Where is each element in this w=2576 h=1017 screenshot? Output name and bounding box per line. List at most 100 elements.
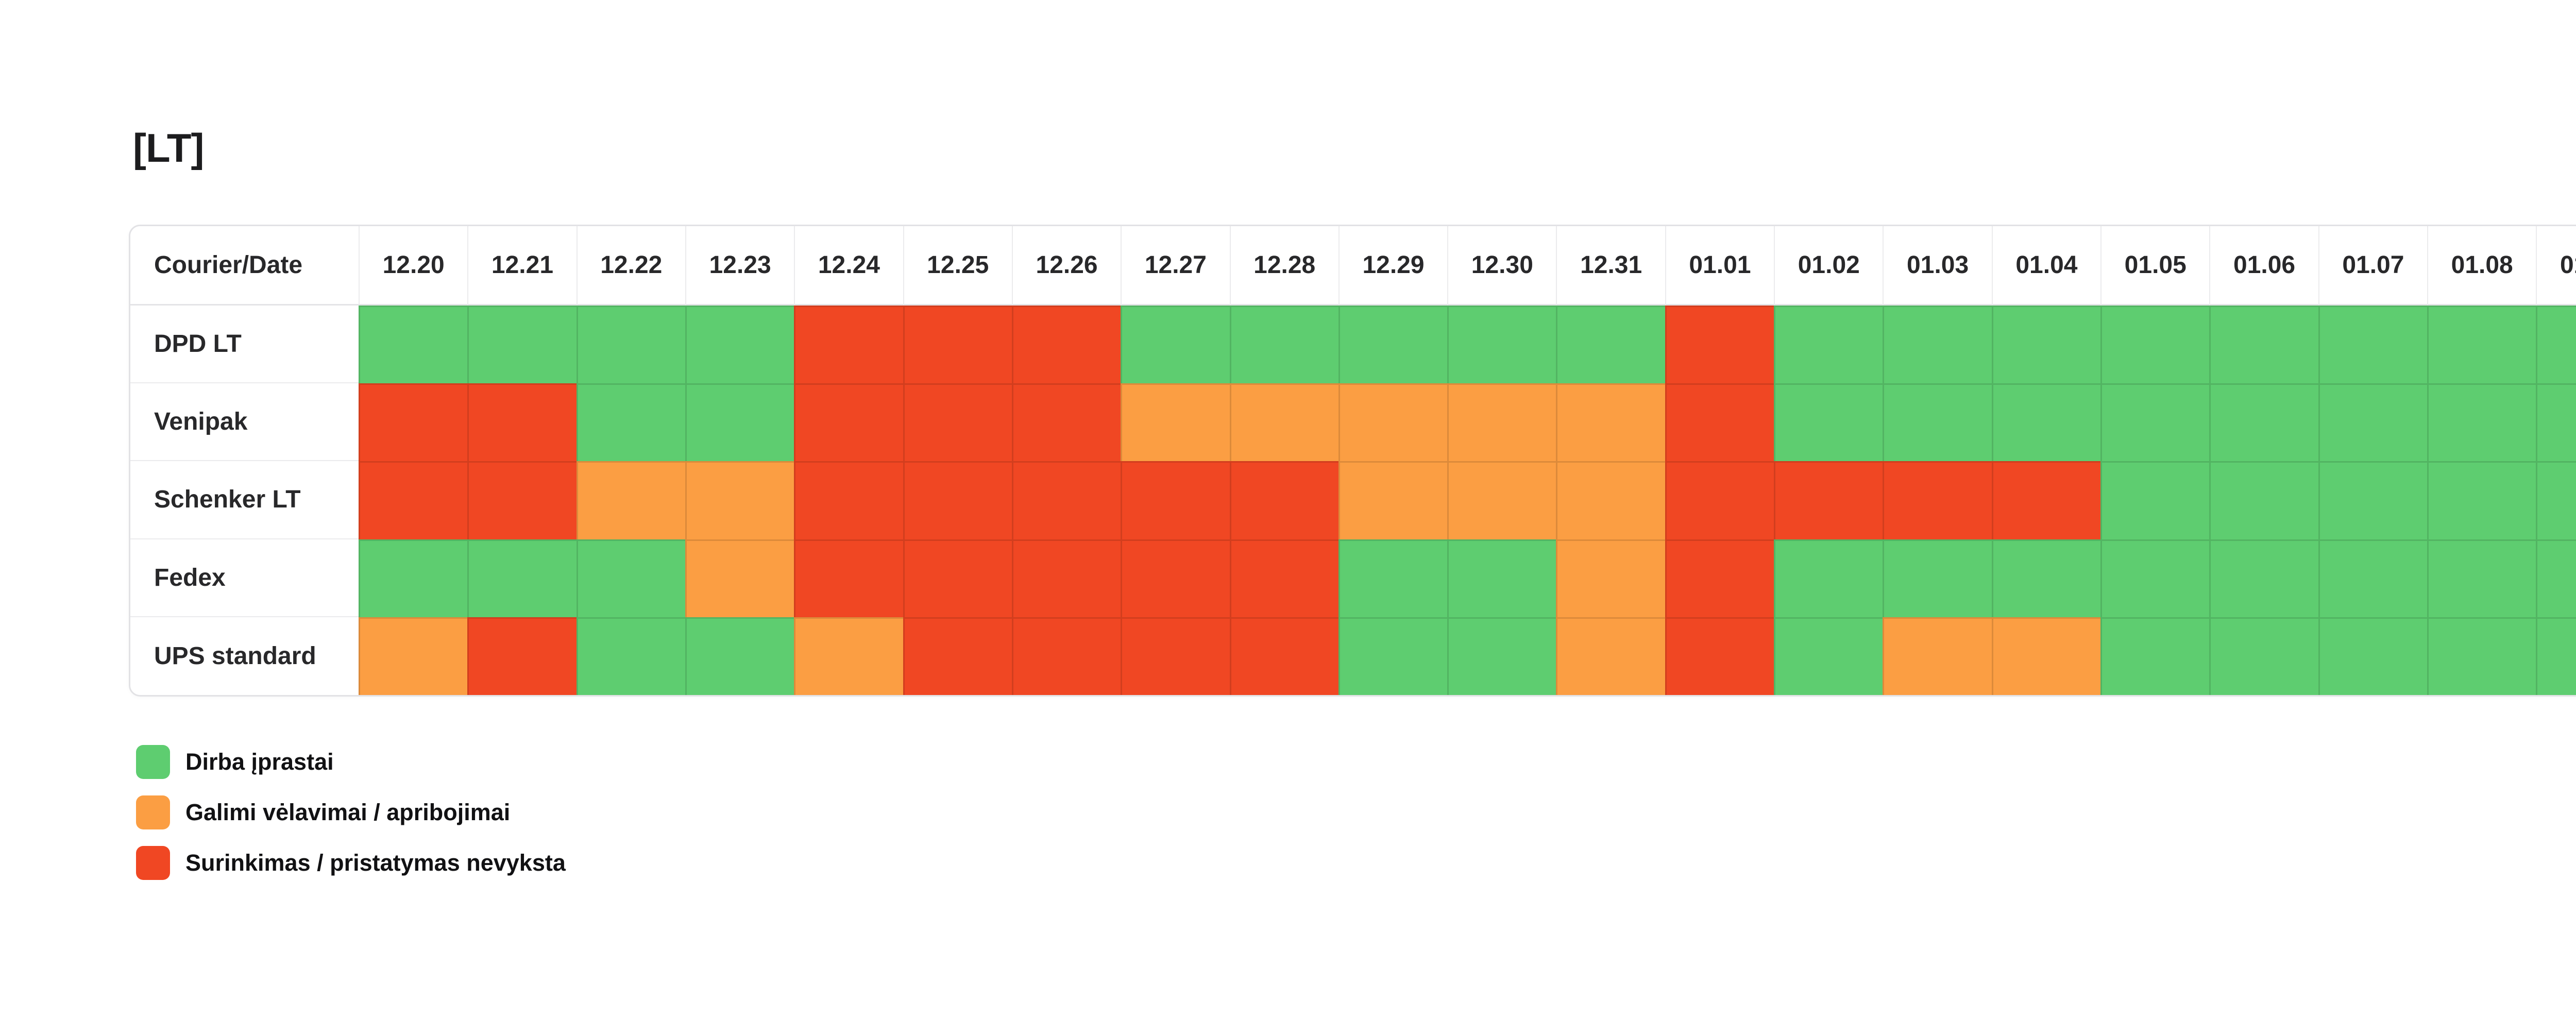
status-cell — [2100, 461, 2210, 539]
status-cell — [685, 306, 794, 384]
status-cell — [2536, 306, 2576, 384]
status-cell — [1229, 539, 1338, 617]
status-cell — [1774, 306, 1883, 384]
legend-item-normal: Dirba įprastai — [136, 745, 566, 779]
status-cell — [2427, 617, 2536, 695]
status-cell — [2209, 383, 2318, 462]
corner-header-cell: Courier/Date — [130, 226, 359, 306]
status-cell — [1556, 383, 1665, 462]
status-cell — [1991, 383, 2101, 462]
status-cell — [576, 539, 685, 617]
status-cell — [576, 617, 685, 695]
status-cell — [1121, 539, 1230, 617]
status-cell — [576, 306, 685, 384]
status-cell — [1883, 617, 1992, 695]
status-cell — [903, 306, 1012, 384]
date-header-cell: 01.04 — [1991, 226, 2101, 306]
status-cell — [1447, 383, 1556, 462]
status-cell — [2209, 617, 2318, 695]
green-swatch-icon — [136, 745, 170, 779]
status-cell — [685, 617, 794, 695]
status-cell — [1121, 383, 1230, 462]
status-cell — [903, 461, 1012, 539]
status-cell — [467, 461, 577, 539]
date-header-cell: 01.02 — [1774, 226, 1883, 306]
status-cell — [1338, 461, 1448, 539]
date-header-cell: 12.27 — [1121, 226, 1230, 306]
courier-cell: Venipak — [130, 383, 359, 462]
date-header-cell: 01.03 — [1883, 226, 1992, 306]
status-cell — [1556, 306, 1665, 384]
status-cell — [1121, 461, 1230, 539]
status-cell — [1665, 539, 1774, 617]
status-cell — [1665, 461, 1774, 539]
status-cell — [467, 306, 577, 384]
courier-cell: Schenker LT — [130, 461, 359, 539]
date-header-cell: 12.20 — [359, 226, 468, 306]
date-header-cell: 12.30 — [1447, 226, 1556, 306]
status-cell — [1229, 383, 1338, 462]
status-cell — [1338, 539, 1448, 617]
status-cell — [903, 617, 1012, 695]
page-title: [LT] — [133, 125, 204, 171]
status-cell — [1665, 383, 1774, 462]
date-header-cell: 12.31 — [1556, 226, 1665, 306]
status-cell — [1011, 539, 1121, 617]
status-cell — [903, 539, 1012, 617]
status-cell — [794, 617, 903, 695]
status-cell — [467, 539, 577, 617]
status-cell — [1665, 617, 1774, 695]
status-cell — [794, 383, 903, 462]
status-cell — [2318, 383, 2428, 462]
status-cell — [359, 461, 468, 539]
legend-label: Surinkimas / pristatymas nevyksta — [185, 850, 566, 876]
status-cell — [2209, 461, 2318, 539]
status-cell — [2536, 617, 2576, 695]
status-cell — [1665, 306, 1774, 384]
status-cell — [1011, 383, 1121, 462]
status-cell — [1556, 617, 1665, 695]
status-cell — [794, 461, 903, 539]
date-header-cell: 12.23 — [685, 226, 794, 306]
status-cell — [1883, 539, 1992, 617]
courier-status-table: Courier/Date 12.20 12.21 12.22 12.23 12.24 12.… — [129, 225, 2576, 697]
status-cell — [1229, 461, 1338, 539]
status-cell — [1556, 539, 1665, 617]
status-cell — [359, 383, 468, 462]
status-cell — [2427, 539, 2536, 617]
status-cell — [359, 539, 468, 617]
legend-item-delays: Galimi vėlavimai / apribojimai — [136, 795, 566, 829]
date-header-cell: 12.24 — [794, 226, 903, 306]
status-cell — [2100, 383, 2210, 462]
status-cell — [794, 306, 903, 384]
date-header-cell: 12.21 — [467, 226, 577, 306]
status-cell — [1011, 306, 1121, 384]
status-cell — [2318, 306, 2428, 384]
status-cell — [1991, 306, 2101, 384]
status-cell — [1991, 461, 2101, 539]
status-cell — [1556, 461, 1665, 539]
status-cell — [1447, 306, 1556, 384]
status-cell — [903, 383, 1012, 462]
status-cell — [1338, 306, 1448, 384]
status-cell — [576, 383, 685, 462]
legend: Dirba įprastai Galimi vėlavimai / apribo… — [136, 745, 566, 880]
status-cell — [685, 461, 794, 539]
status-cell — [2427, 383, 2536, 462]
status-cell — [1883, 383, 1992, 462]
status-cell — [359, 617, 468, 695]
status-cell — [2209, 539, 2318, 617]
status-cell — [2536, 539, 2576, 617]
date-header-cell: 01.09 — [2536, 226, 2576, 306]
status-cell — [1447, 617, 1556, 695]
date-header-cell: 01.01 — [1665, 226, 1774, 306]
status-cell — [1774, 461, 1883, 539]
status-cell — [1338, 383, 1448, 462]
status-cell — [1121, 617, 1230, 695]
legend-label: Galimi vėlavimai / apribojimai — [185, 799, 511, 825]
status-cell — [1774, 383, 1883, 462]
status-cell — [685, 539, 794, 617]
status-cell — [1011, 617, 1121, 695]
date-header-cell: 01.08 — [2427, 226, 2536, 306]
